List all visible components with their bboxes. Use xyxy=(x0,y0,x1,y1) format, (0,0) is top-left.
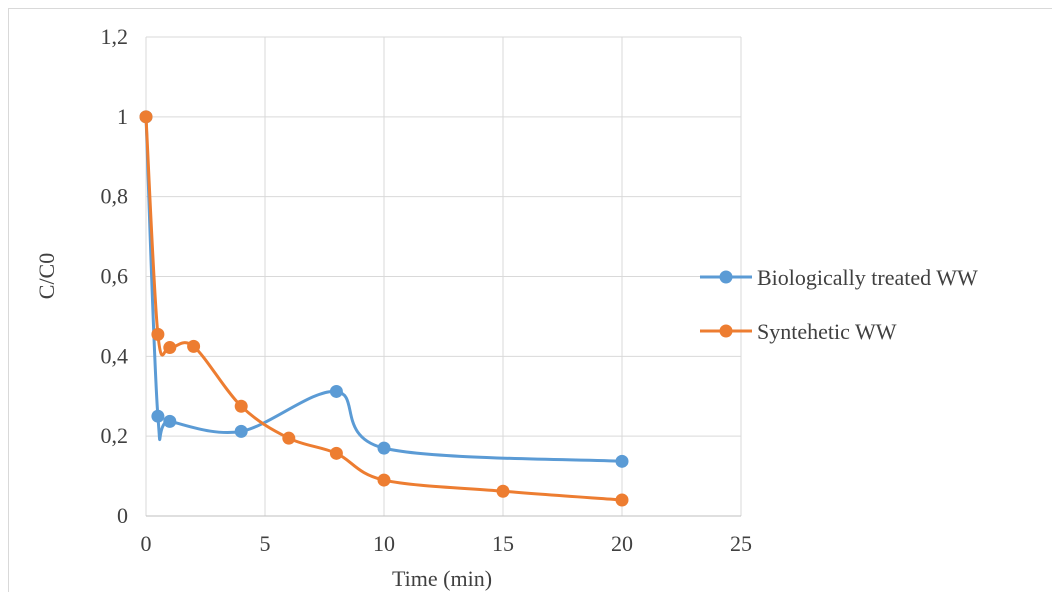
grid-lines xyxy=(146,36,742,516)
data-point xyxy=(615,493,629,507)
x-tick-label: 25 xyxy=(730,531,752,556)
data-point xyxy=(329,446,343,460)
data-point xyxy=(282,431,296,445)
data-point xyxy=(496,484,510,498)
legend-label: Biologically treated WW xyxy=(757,265,978,290)
data-point xyxy=(329,384,343,398)
data-point xyxy=(615,454,629,468)
y-tick-label: 0,2 xyxy=(101,423,129,448)
x-tick-label: 15 xyxy=(492,531,514,556)
y-axis-title: C/C0 xyxy=(34,253,59,299)
data-point xyxy=(187,339,201,353)
data-point xyxy=(377,441,391,455)
data-point xyxy=(163,341,177,355)
x-tick-label: 5 xyxy=(260,531,271,556)
x-axis-title: Time (min) xyxy=(392,566,492,591)
legend-label: Syntehetic WW xyxy=(757,319,897,344)
y-tick-label: 0 xyxy=(117,503,128,528)
y-tick-label: 0,4 xyxy=(101,343,129,368)
series-layer xyxy=(139,110,629,507)
legend-entry: Biologically treated WW xyxy=(700,265,978,290)
x-tick-label: 10 xyxy=(373,531,395,556)
chart-frame xyxy=(8,8,1052,592)
data-point xyxy=(163,414,177,428)
data-point xyxy=(139,110,153,124)
data-point xyxy=(151,409,165,423)
data-point xyxy=(151,327,165,341)
legend-entry: Syntehetic WW xyxy=(700,319,897,344)
x-tick-label: 20 xyxy=(611,531,633,556)
tick-labels: 0 0,2 0,4 0,6 0,8 1 1,2 0 5 10 15 20 25 xyxy=(101,24,753,556)
data-point xyxy=(377,473,391,487)
y-tick-label: 0,6 xyxy=(101,264,129,289)
legend-marker xyxy=(719,270,733,284)
y-tick-label: 1,2 xyxy=(101,24,129,49)
series-2 xyxy=(139,110,629,507)
data-point xyxy=(234,399,248,413)
x-tick-label: 0 xyxy=(141,531,152,556)
series-1 xyxy=(139,110,629,468)
legend-marker xyxy=(719,324,733,338)
y-tick-label: 0,8 xyxy=(101,184,129,209)
y-tick-label: 1 xyxy=(117,104,128,129)
data-point xyxy=(234,424,248,438)
legend: Biologically treated WW Syntehetic WW xyxy=(700,265,978,344)
